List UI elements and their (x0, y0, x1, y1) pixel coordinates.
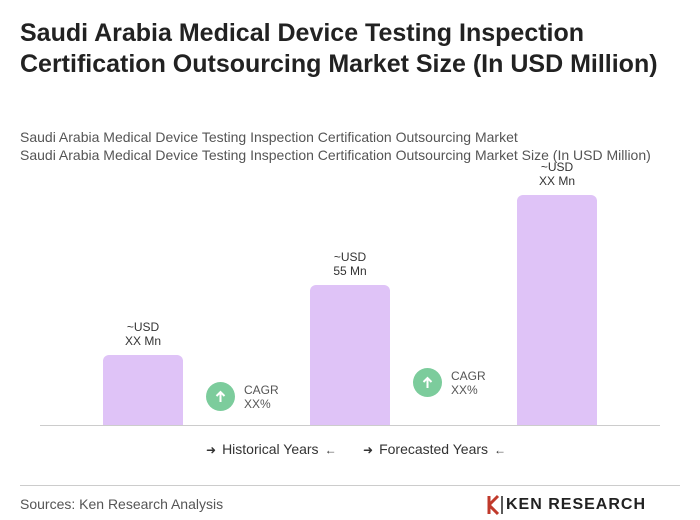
legend-item: ➜ Forecasted Years ← (363, 441, 507, 457)
chart-title: Saudi Arabia Medical Device Testing Insp… (20, 19, 658, 78)
source: Sources: Ken Research Analysis (20, 496, 224, 512)
subtitle: Saudi Arabia Medical Device Testing Insp… (20, 129, 518, 145)
bar (310, 285, 390, 425)
value-label: ~USD XX Mn (124, 320, 161, 348)
subtitle: Saudi Arabia Medical Device Testing Insp… (20, 147, 651, 163)
bar (103, 355, 183, 425)
cagr-label: CAGR XX% (244, 383, 279, 411)
bar (517, 194, 597, 425)
logo-icon (487, 494, 503, 516)
cagr-icon (206, 382, 235, 411)
logo-text: KEN RESEARCH (506, 496, 647, 513)
cagr-icon (413, 368, 442, 397)
logo: KEN RESEARCH (486, 494, 646, 516)
baseline (40, 425, 660, 426)
value-label: ~USD XX Mn (538, 159, 575, 188)
value-label: ~USD 55 Mn (333, 250, 367, 279)
cagr-label: CAGR XX% (451, 369, 486, 397)
legend-item: ➜ Historical Years ← (206, 441, 337, 457)
arrow-icon (215, 390, 226, 402)
legend-label: Forecasted Years (379, 441, 489, 457)
divider (20, 485, 680, 486)
arrow-icon (422, 376, 433, 388)
legend-label: Historical Years (222, 441, 319, 457)
